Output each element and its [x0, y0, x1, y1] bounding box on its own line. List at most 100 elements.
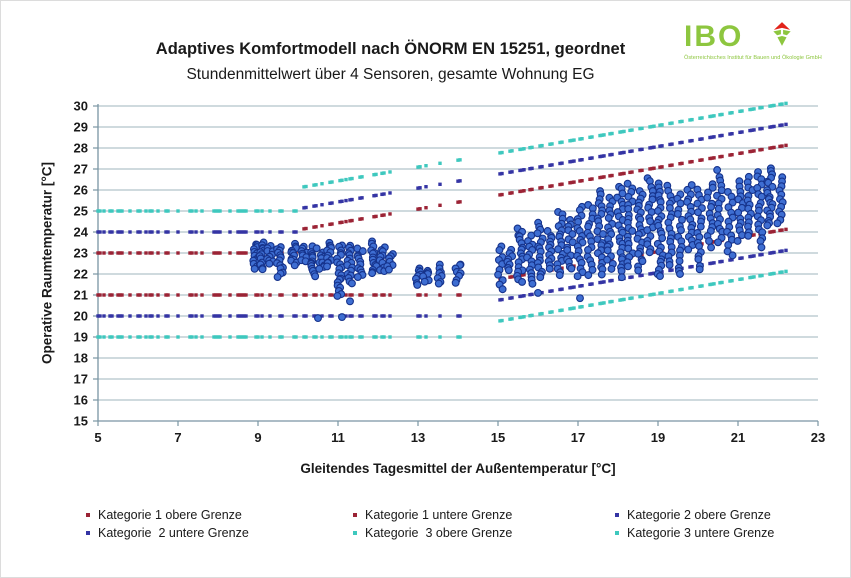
scatter-point	[773, 219, 782, 228]
chart-subtitle: Stundenmittelwert über 4 Sensoren, gesam…	[186, 65, 595, 83]
boundary-point	[740, 130, 744, 134]
boundary-point	[338, 335, 342, 339]
boundary-point	[784, 269, 788, 274]
boundary-point	[578, 179, 582, 183]
boundary-point	[156, 293, 160, 297]
boundary-point	[380, 171, 384, 176]
boundary-point	[136, 293, 140, 297]
y-tick-label: 29	[74, 120, 88, 135]
scatter-point	[597, 270, 606, 279]
boundary-point	[292, 314, 296, 318]
boundary-point	[242, 209, 246, 213]
boundary-point	[190, 251, 194, 255]
boundary-point	[314, 335, 318, 339]
boundary-point	[278, 209, 282, 213]
boundary-point	[720, 112, 724, 117]
boundary-point	[608, 174, 612, 178]
legend-label: Kategorie 3 untere Grenze	[627, 526, 775, 540]
boundary-point	[320, 182, 324, 186]
y-tick-label: 15	[74, 414, 88, 429]
boundary-point	[508, 317, 512, 321]
boundary-point	[116, 335, 120, 339]
boundary-point	[120, 230, 124, 234]
boundary-point	[194, 251, 198, 255]
boundary-point	[330, 293, 334, 297]
boundary-point	[188, 230, 192, 234]
boundary-point	[740, 151, 744, 155]
boundary-point	[320, 224, 324, 228]
boundary-point	[214, 293, 218, 297]
boundary-point	[712, 114, 716, 118]
boundary-point	[188, 251, 192, 255]
boundary-point	[720, 154, 724, 159]
scatter-point	[314, 314, 322, 323]
boundary-point	[710, 156, 714, 160]
boundary-point	[256, 209, 260, 213]
boundary-point	[148, 209, 152, 213]
ibo-logo: IBO Österreichisches Institut für Bauen …	[684, 21, 836, 61]
boundary-point	[650, 271, 654, 276]
boundary-point	[438, 161, 442, 165]
boundary-point	[136, 230, 140, 234]
boundary-point	[560, 308, 564, 312]
boundary-point	[416, 293, 420, 297]
boundary-point	[148, 293, 152, 297]
boundary-point	[138, 230, 142, 234]
boundary-point	[752, 275, 756, 279]
boundary-point	[190, 335, 194, 339]
boundary-point	[688, 139, 692, 143]
scatter-point	[504, 266, 513, 275]
boundary-point	[758, 274, 762, 278]
boundary-point	[540, 164, 544, 169]
legend-item-kat1-untere: Kategorie 1 untere Grenze	[353, 507, 512, 523]
scatter-point	[756, 237, 765, 246]
boundary-point	[240, 251, 244, 255]
boundary-point	[500, 297, 504, 302]
boundary-point	[690, 117, 694, 122]
scatter-point	[623, 179, 632, 188]
boundary-point	[458, 179, 462, 183]
boundary-point	[214, 335, 218, 339]
boundary-point	[750, 107, 754, 111]
legend-label: Kategorie 1 untere Grenze	[365, 508, 513, 522]
boundary-point	[640, 147, 644, 152]
boundary-point	[678, 288, 682, 292]
boundary-point	[568, 181, 572, 185]
boundary-point	[770, 125, 774, 129]
boundary-point	[164, 335, 168, 339]
boundary-point	[110, 251, 114, 255]
boundary-point	[658, 165, 662, 169]
boundary-point	[360, 175, 364, 179]
boundary-point	[438, 203, 442, 207]
boundary-point	[500, 192, 504, 197]
ibo-logo-tagline: Österreichisches Institut für Bauen und …	[684, 55, 822, 61]
boundary-point	[118, 314, 122, 318]
boundary-point	[260, 209, 264, 213]
boundary-point	[768, 125, 772, 129]
boundary-point	[602, 175, 606, 179]
x-tick-label: 9	[254, 430, 261, 445]
boundary-point	[216, 314, 220, 318]
boundary-point	[510, 296, 514, 300]
boundary-point	[752, 233, 756, 237]
boundary-point	[568, 307, 572, 311]
y-tick-label: 24	[74, 225, 89, 240]
boundary-point	[510, 317, 514, 321]
boundary-point	[508, 296, 512, 300]
x-tick-label: 17	[571, 430, 585, 445]
boundary-point	[176, 314, 180, 318]
boundary-point	[200, 251, 204, 255]
boundary-point	[190, 293, 194, 297]
boundary-point	[382, 293, 386, 297]
boundary-point	[302, 335, 306, 339]
boundary-point	[620, 151, 624, 155]
boundary-point	[374, 335, 378, 339]
boundary-point	[200, 230, 204, 234]
boundary-point	[650, 124, 654, 129]
boundary-point	[128, 251, 132, 255]
boundary-point	[458, 293, 462, 297]
boundary-point	[568, 160, 572, 164]
boundary-point	[456, 158, 460, 162]
boundary-point	[110, 293, 114, 297]
boundary-point	[456, 335, 460, 339]
